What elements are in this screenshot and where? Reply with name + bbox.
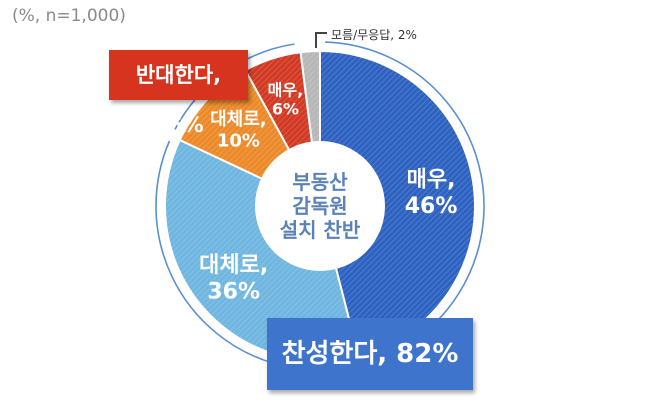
dk-leader-line <box>315 32 327 48</box>
slice-label-3: 대체로, 10% <box>210 109 267 152</box>
slice-label-2: 대체로, 36% <box>199 253 268 304</box>
slice-label-4: 매우, 6% <box>268 81 304 119</box>
pie-slice-texture-2 <box>164 140 359 362</box>
pie-slice-texture-1 <box>320 51 476 357</box>
center-hole <box>255 141 385 271</box>
oppose-total-callout: 반대한다, 16% <box>109 50 248 137</box>
dk-label: 모름/무응답, 2% <box>331 28 417 42</box>
slice-label-1: 매우, 46% <box>405 168 458 219</box>
favor-total-callout: 찬성한다, 82% <box>267 318 473 390</box>
center-title: 부동산 감독원 설치 찬반 <box>280 170 361 242</box>
sample-note: (%, n=1,000) <box>12 6 126 26</box>
